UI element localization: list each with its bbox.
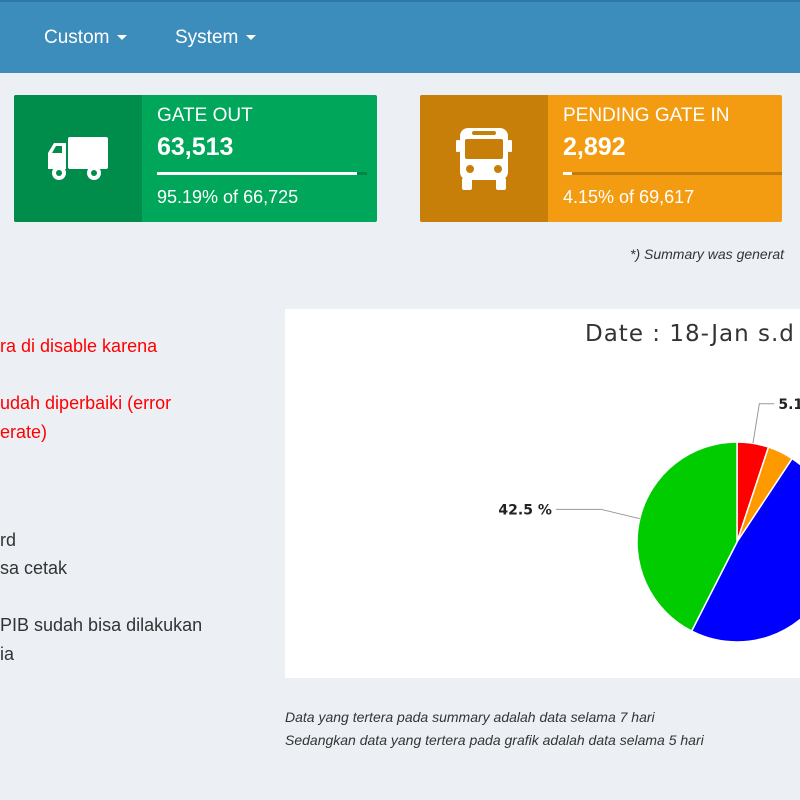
pie-slice[interactable] (690, 457, 800, 643)
note-line: PIB sudah bisa dilakukan (0, 615, 203, 635)
note-line: rd (0, 530, 17, 550)
announcement-notes: ra di disable karena udah diperbaiki (er… (0, 0, 260, 800)
nav-system-menu[interactable]: System (175, 27, 257, 49)
summary-note: *) Summary was generat (630, 246, 785, 262)
gate-out-info-box: GATE OUT 63,513 95.19% of 66,725 (14, 95, 377, 222)
pending-gate-in-icon-area (420, 95, 548, 222)
note-line: erate) (0, 422, 48, 442)
top-navbar: Custom System (0, 0, 800, 73)
pie-slice-label: 5.1 (778, 397, 800, 413)
note-line: ia (0, 644, 15, 664)
pending-gate-in-title: PENDING GATE IN (563, 105, 730, 126)
pending-gate-in-progress-bar (563, 172, 782, 175)
note-line: sa cetak (0, 558, 68, 578)
gate-out-progress-fill (157, 172, 357, 175)
bus-icon (456, 127, 512, 190)
pending-gate-in-description: 4.15% of 69,617 (563, 187, 695, 207)
pie-label-connector (555, 508, 640, 520)
footer-note-summary: Data yang tertera pada summary adalah da… (285, 709, 655, 725)
caret-down-icon (246, 35, 257, 41)
gate-out-progress-bar (157, 172, 367, 175)
nav-custom-menu[interactable]: Custom (44, 27, 128, 49)
pie-slice-label: 42.5 % (498, 502, 551, 518)
chart-title: Date : 18-Jan s.d (585, 321, 795, 347)
gate-out-number: 63,513 (157, 133, 234, 161)
note-line: udah diperbaiki (error (0, 393, 172, 413)
gate-out-description: 95.19% of 66,725 (157, 187, 299, 207)
pending-gate-in-number: 2,892 (563, 133, 626, 161)
pie-chart-panel: Date : 18-Jan s.d 5.1 42.5 % (285, 309, 800, 678)
truck-icon (48, 136, 108, 180)
pie-chart: 5.1 42.5 % (498, 397, 800, 643)
gate-out-icon-area (14, 95, 142, 222)
pie-slice[interactable] (636, 441, 738, 633)
note-line: ra di disable karena (0, 336, 158, 356)
caret-down-icon (117, 35, 128, 41)
footer-note-chart: Sedangkan data yang tertera pada grafik … (285, 732, 704, 748)
pending-gate-in-info-box: PENDING GATE IN 2,892 4.15% of 69,617 (420, 95, 782, 222)
pending-gate-in-progress-fill (563, 172, 573, 175)
nav-system-label: System (175, 27, 239, 48)
nav-custom-label: Custom (44, 27, 110, 48)
pie-label-connector (752, 403, 775, 444)
gate-out-title: GATE OUT (157, 105, 253, 126)
